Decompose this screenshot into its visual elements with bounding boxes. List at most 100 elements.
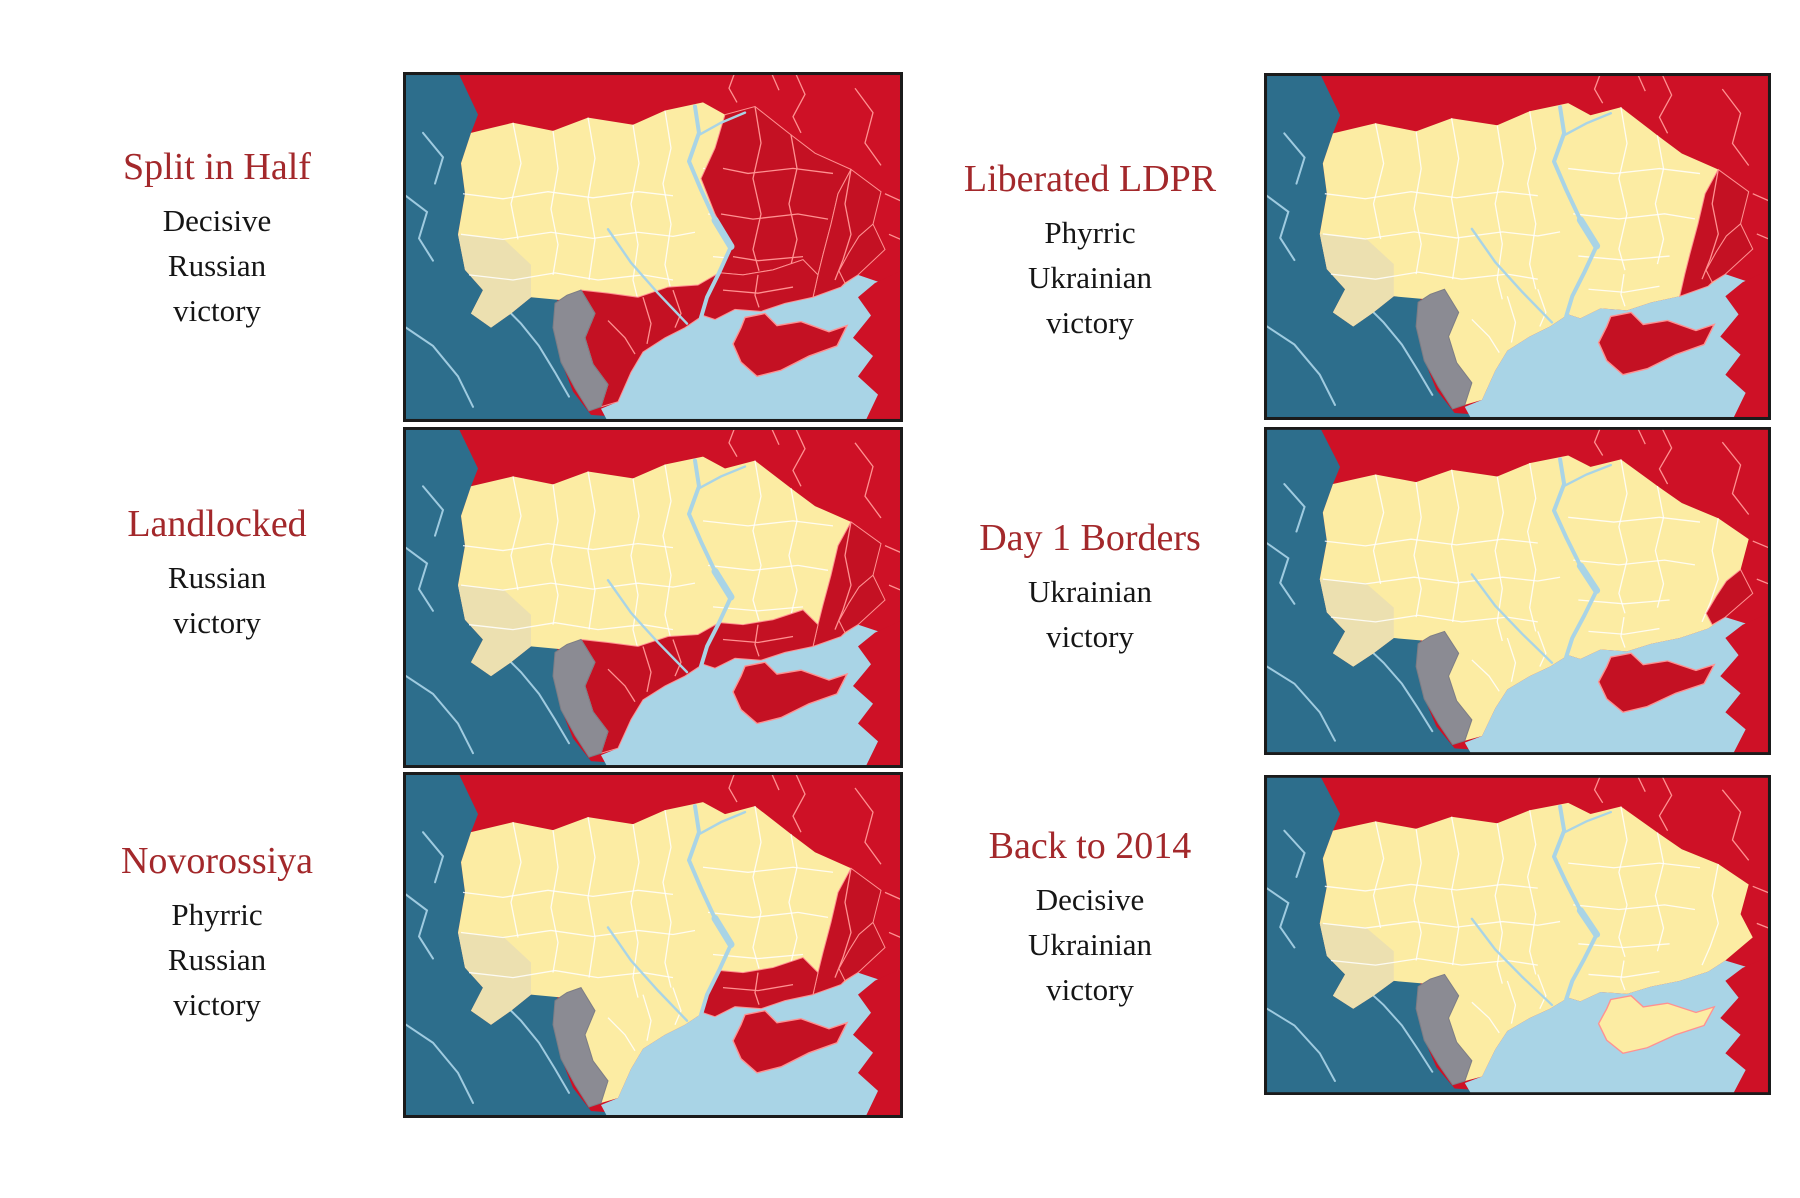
- moldova: [1415, 630, 1473, 746]
- moldova: [552, 987, 609, 1108]
- scenario-result-line: victory: [173, 292, 261, 328]
- map-frame: [1264, 427, 1771, 755]
- kuban-coast: [1720, 612, 1771, 755]
- scenario-map: [403, 772, 903, 1118]
- western-countries: [1264, 775, 1483, 1095]
- oblast-borders-free: [1323, 807, 1718, 1033]
- western-rivers: [403, 831, 570, 1104]
- oblast-borders-occupied: [608, 290, 681, 354]
- oblast-borders-free: [1323, 459, 1718, 691]
- western-countries: [403, 72, 618, 422]
- western-countries: [403, 772, 618, 1118]
- crimea-region: [1597, 652, 1716, 713]
- oblast-borders-occupied: [1702, 170, 1718, 280]
- crimea-region: [1597, 311, 1716, 376]
- scenario-title: Landlocked: [127, 503, 307, 545]
- scenario-result: Russian victory: [37, 555, 397, 645]
- carpathian-shade: [458, 932, 531, 1025]
- scenario-map: [1264, 775, 1771, 1095]
- scenario-result-line: Ukrainian: [1028, 573, 1152, 609]
- oblast-borders-occupied: [608, 640, 681, 702]
- scenario-result-line: Ukrainian: [1028, 926, 1152, 962]
- ukraine-mainland: [458, 456, 885, 754]
- ukraine-map: [403, 427, 903, 768]
- scenario-title: Day 1 Borders: [979, 517, 1201, 559]
- map-frame: [1264, 775, 1771, 1095]
- ukraine-mainland: [458, 802, 885, 1103]
- scenario-result: Phyrric Ukrainian victory: [890, 210, 1290, 345]
- carpathian-shade: [1319, 233, 1394, 327]
- western-rivers: [1264, 483, 1434, 742]
- ukraine-map: [1264, 427, 1771, 755]
- occupied-zone-sliver: [1705, 223, 1754, 283]
- kuban-coast: [1720, 269, 1771, 420]
- scenario-result-line: Russian: [167, 559, 267, 595]
- western-rivers: [403, 131, 570, 408]
- occupied-zone-center: [700, 105, 852, 276]
- carpathian-shade: [1319, 579, 1394, 667]
- kuban-coast: [853, 967, 903, 1118]
- scenario-result-line: Russian: [167, 941, 267, 977]
- dnipro-river: [606, 104, 747, 325]
- occupied-zone-sliver: [838, 921, 886, 982]
- map-frame: [1264, 73, 1771, 420]
- scenario-result-line: victory: [173, 986, 261, 1022]
- oblast-borders-occupied: [721, 106, 833, 270]
- kuban-coast: [853, 619, 903, 768]
- carpathian-shade: [458, 585, 531, 677]
- scenario-label: Day 1 Borders Ukrainian victory: [890, 517, 1290, 659]
- dnipro-river: [606, 458, 747, 674]
- ukraine-mainland: [1319, 802, 1753, 1082]
- map-frame: [403, 772, 903, 1118]
- crimea-region: [732, 312, 849, 378]
- ukraine-map: [1264, 73, 1771, 420]
- crimea-region: [1597, 995, 1716, 1054]
- scenario-result-line: Russian: [167, 247, 267, 283]
- scenario-result-line: victory: [1046, 304, 1134, 340]
- scenario-result: Decisive Ukrainian victory: [890, 877, 1290, 1012]
- scenario-label: Landlocked Russian victory: [37, 503, 397, 645]
- crimea-region: [732, 661, 849, 725]
- moldova: [1415, 973, 1473, 1086]
- scenario-title: Back to 2014: [988, 825, 1192, 867]
- moldova: [1415, 288, 1473, 410]
- oblast-borders-occupied: [723, 973, 793, 1005]
- oblast-borders-occupied: [723, 625, 793, 657]
- dnipro-river: [606, 804, 747, 1022]
- western-countries: [403, 427, 618, 768]
- occupied-zone-sliver: [838, 574, 886, 634]
- scenario-map: [1264, 73, 1771, 420]
- western-countries: [1264, 427, 1483, 755]
- western-rivers: [1264, 132, 1434, 406]
- scenario-result-line: Decisive: [162, 202, 272, 238]
- scenario-result-line: victory: [1046, 618, 1134, 654]
- dnipro-river: [1470, 457, 1613, 664]
- scenario-result-line: Phyrric: [171, 896, 263, 932]
- scenario-label: Back to 2014 Decisive Ukrainian victory: [890, 825, 1290, 1012]
- ukraine-map: [1264, 775, 1771, 1095]
- scenario-result: Phyrric Russian victory: [37, 892, 397, 1027]
- ukraine-map: [403, 772, 903, 1118]
- scenario-result-line: Phyrric: [1044, 214, 1136, 250]
- scenario-result-line: victory: [1046, 971, 1134, 1007]
- map-frame: [403, 427, 903, 768]
- ukraine-map: [403, 72, 903, 422]
- russia-internal-borders: [729, 72, 903, 240]
- oblast-borders-occupied: [835, 522, 851, 630]
- scenario-title: Liberated LDPR: [963, 158, 1217, 200]
- oblast-borders-occupied: [723, 275, 793, 307]
- crimea-region: [732, 1009, 849, 1074]
- ukraine-mainland: [1319, 455, 1753, 741]
- kuban-coast: [853, 269, 903, 422]
- scenario-label: Novorossiya Phyrric Russian victory: [37, 840, 397, 1027]
- scenario-result: Ukrainian victory: [890, 569, 1290, 659]
- carpathian-shade: [1319, 923, 1394, 1009]
- scenario-label: Liberated LDPR Phyrric Ukrainian victory: [890, 158, 1290, 345]
- scenario-result-line: victory: [173, 604, 261, 640]
- western-countries: [1264, 73, 1483, 420]
- scenario-title: Split in Half: [123, 146, 311, 188]
- map-frame: [403, 72, 903, 422]
- scenario-label: Split in Half Decisive Russian victory: [37, 146, 397, 333]
- scenario-map: [1264, 427, 1771, 755]
